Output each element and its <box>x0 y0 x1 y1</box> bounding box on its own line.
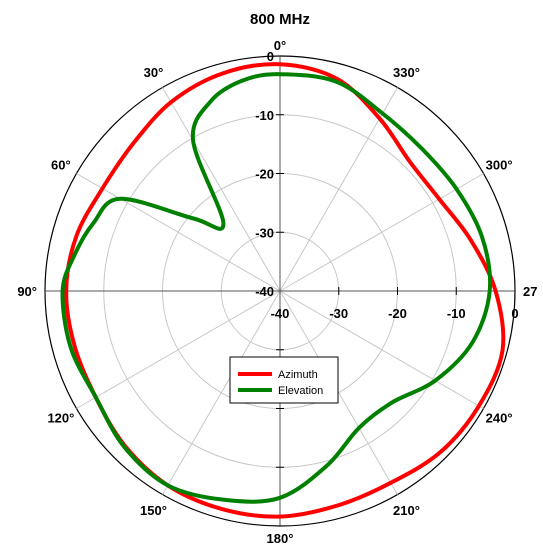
angle-label: 180° <box>267 531 294 546</box>
angle-label: 0° <box>274 38 286 53</box>
grid-spoke <box>76 290 281 409</box>
radial-tick-label: 0 <box>511 306 518 321</box>
chart-title: 800 MHz <box>250 11 310 28</box>
legend-box <box>229 356 339 404</box>
legend-label-elevation: Elevation <box>278 385 323 397</box>
angle-label: 120° <box>47 411 74 426</box>
grid-spoke <box>279 290 398 495</box>
angle-label: 330° <box>393 65 420 80</box>
radial-tick-label: -20 <box>388 306 407 321</box>
radial-tick-label: -40 <box>271 306 290 321</box>
angle-label: 60° <box>51 158 71 173</box>
radial-tick-label: -40 <box>255 284 274 299</box>
legend: Azimuth Elevation <box>229 356 339 404</box>
series-line-elevation <box>60 72 493 504</box>
grid-spoke <box>162 290 281 495</box>
series-line-azimuth <box>64 62 506 519</box>
angle-labels: 0° 30° 60° 90° 120° 150° 180° 210° 240° 27 300° 330… <box>17 38 537 546</box>
grid-spoke <box>162 87 281 292</box>
angle-label: 30° <box>144 65 164 80</box>
radial-tick-labels: -40 -40 -30 -30 -20 -20 -10 -10 0 0 <box>255 49 518 321</box>
grid-spoke <box>279 173 484 292</box>
legend-label-azimuth: Azimuth <box>278 369 318 381</box>
grid-spoke <box>76 173 281 292</box>
radial-tick-label: -20 <box>255 167 274 182</box>
angle-label: 90° <box>17 284 37 299</box>
radial-tick-label: -30 <box>255 225 274 240</box>
angle-label: 150° <box>140 503 167 518</box>
angle-label: 27 <box>523 284 537 299</box>
grid-spoke <box>279 290 484 409</box>
grid-spoke <box>279 87 398 292</box>
angle-label: 300° <box>486 158 513 173</box>
angle-label: 210° <box>393 503 420 518</box>
radial-tick-label: 0 <box>267 49 274 64</box>
radial-tick-label: -30 <box>329 306 348 321</box>
angle-label: 240° <box>486 411 513 426</box>
radial-tick-label: -10 <box>255 108 274 123</box>
series-layer <box>60 62 506 519</box>
polar-grid <box>44 55 516 527</box>
radial-tick-label: -10 <box>447 306 466 321</box>
